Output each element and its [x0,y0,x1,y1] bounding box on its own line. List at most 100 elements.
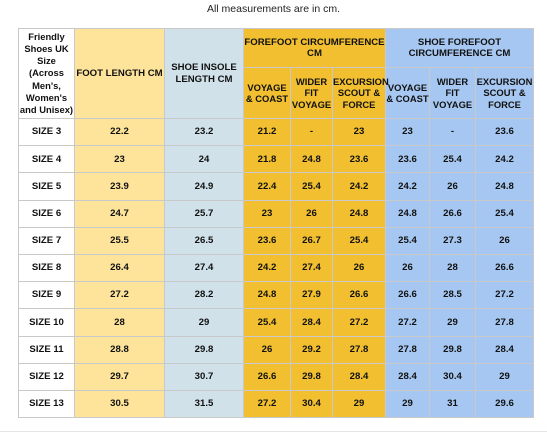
forefoot-voyage-coast-cell: 23 [243,199,291,228]
insole-length-cell: 25.7 [164,199,244,228]
insole-length-cell: 26.5 [164,226,244,255]
header-forefoot-circumference: FOREFOOT CIRCUMFERENCE CM [243,28,386,68]
shoe-wider-fit-cell: 30.4 [429,362,476,391]
insole-length-cell: 29.8 [164,335,244,364]
measurement-note: All measurements are in cm. [206,3,341,15]
forefoot-excursion-cell: 24.2 [332,172,386,201]
subheader-forefoot-wider-fit-voyage: WIDER FIT VOYAGE [290,67,333,119]
shoe-excursion-cell: 26.6 [475,253,534,283]
size-cell: SIZE 6 [18,199,75,228]
shoe-voyage-coast-cell: 25.4 [385,226,430,255]
forefoot-wider-fit-cell: 24.8 [290,145,333,174]
forefoot-voyage-coast-cell: 25.4 [243,308,291,337]
header-foot-length: FOOT LENGTH CM [74,28,165,119]
forefoot-excursion-cell: 23 [332,117,386,147]
shoe-voyage-coast-cell: 24.2 [385,172,430,201]
forefoot-excursion-cell: 27.2 [332,308,386,337]
shoe-voyage-coast-cell: 23.6 [385,145,430,174]
shoe-wider-fit-cell: 28 [429,253,476,283]
shoe-excursion-cell: 25.4 [475,199,534,228]
shoe-excursion-cell: 24.2 [475,145,534,174]
forefoot-voyage-coast-cell: 21.8 [243,145,291,174]
forefoot-excursion-cell: 26.6 [332,281,386,310]
forefoot-excursion-cell: 24.8 [332,199,386,228]
forefoot-voyage-coast-cell: 24.8 [243,281,291,310]
forefoot-voyage-coast-cell: 27.2 [243,389,291,419]
forefoot-excursion-cell: 29 [332,389,386,419]
subheader-shoe-excursion-scout-force: EXCURSION SCOUT & FORCE [475,67,534,119]
foot-length-cell: 28 [74,308,165,337]
shoe-wider-fit-cell: 27.3 [429,226,476,255]
shoe-wider-fit-cell: 26.6 [429,199,476,228]
shoe-voyage-coast-cell: 29 [385,389,430,419]
size-cell: SIZE 8 [18,253,75,283]
shoe-voyage-coast-cell: 24.8 [385,199,430,228]
table-row: SIZE 10 28 29 25.4 28.4 27.2 27.2 29 27.8 [18,308,534,337]
shoe-excursion-cell: 29.6 [475,389,534,419]
foot-length-cell: 23 [74,145,165,174]
shoe-wider-fit-cell: 28.5 [429,281,476,310]
table-row: SIZE 9 27.2 28.2 24.8 27.9 26.6 26.6 28.5 27.2 [18,281,534,310]
forefoot-excursion-cell: 23.6 [332,145,386,174]
table-row: SIZE 13 30.5 31.5 27.2 30.4 29 29 31 29.6 [18,389,534,419]
table-row: SIZE 3 22.2 23.2 21.2-23 23-23.6 [18,117,534,147]
shoe-excursion-cell: 23.6 [475,117,534,147]
size-cell: SIZE 3 [18,117,75,147]
subheader-forefoot-voyage-coast: VOYAGE & COAST [243,67,291,119]
header-insole-length: SHOE INSOLE LENGTH CM [164,28,244,119]
foot-length-cell: 30.5 [74,389,165,419]
forefoot-wider-fit-cell: 29.2 [290,335,333,364]
shoe-wider-fit-cell: 31 [429,389,476,419]
shoe-voyage-coast-cell: 26.6 [385,281,430,310]
forefoot-wider-fit-cell: 26.7 [290,226,333,255]
forefoot-voyage-coast-cell: 23.6 [243,226,291,255]
subheader-forefoot-excursion-scout-force: EXCURSION SCOUT & FORCE [332,67,389,119]
size-cell: SIZE 7 [18,226,75,255]
size-cell: SIZE 13 [18,389,75,419]
forefoot-voyage-coast-cell: 26 [243,335,291,364]
forefoot-voyage-coast-cell: 22.4 [243,172,291,201]
forefoot-wider-fit-cell: 29.8 [290,362,333,391]
shoe-voyage-coast-cell: 27.2 [385,308,430,337]
insole-length-cell: 24 [164,145,244,174]
header-shoe-forefoot-circumference: SHOE FOREFOOT CIRCUMFERENCE CM [385,28,534,68]
size-chart-table: Friendly Shoes UK Size (Across Men's, Wo… [18,28,534,419]
header-friendly-size: Friendly Shoes UK Size (Across Men's, Wo… [18,28,75,119]
foot-length-cell: 25.5 [74,226,165,255]
table-row: SIZE 12 29.7 30.7 26.6 29.8 28.4 28.4 30.4 29 [18,362,534,391]
shoe-excursion-cell: 29 [475,362,534,391]
forefoot-excursion-cell: 28.4 [332,362,386,391]
table-row: SIZE 5 23.9 24.9 22.4 25.4 24.2 24.2 26 24.8 [18,172,534,201]
forefoot-wider-fit-cell: 27.4 [290,253,333,283]
forefoot-voyage-coast-cell: 24.2 [243,253,291,283]
size-cell: SIZE 10 [18,308,75,337]
forefoot-voyage-coast-cell: 21.2 [243,117,291,147]
table-row: SIZE 6 24.7 25.7 23 26 24.8 24.8 26.6 25.4 [18,199,534,228]
shoe-excursion-cell: 26 [475,226,534,255]
forefoot-wider-fit-cell: 26 [290,199,333,228]
table-row: SIZE 11 28.8 29.8 26 29.2 27.8 27.8 29.8 28.4 [18,335,534,364]
shoe-wider-fit-cell: 26 [429,172,476,201]
table-body: SIZE 3 22.2 23.2 21.2-23 23-23.6 SIZE 4 23 24 21… [18,117,534,419]
forefoot-wider-fit-cell: 25.4 [290,172,333,201]
foot-length-cell: 28.8 [74,335,165,364]
shoe-wider-fit-cell: 25.4 [429,145,476,174]
shoe-voyage-coast-cell: 26 [385,253,430,283]
forefoot-excursion-cell: 27.8 [332,335,386,364]
shoe-voyage-coast-cell: 23 [385,117,430,147]
table-row: SIZE 4 23 24 21.8 24.8 23.6 23.6 25.4 24.2 [18,145,534,174]
insole-length-cell: 31.5 [164,389,244,419]
insole-length-cell: 23.2 [164,117,244,147]
shoe-wider-fit-cell: 29 [429,308,476,337]
size-cell: SIZE 9 [18,281,75,310]
table-row: SIZE 8 26.4 27.4 24.2 27.4 26 26 28 26.6 [18,253,534,283]
subheader-shoe-wider-fit-voyage: WIDER FIT VOYAGE [429,67,476,119]
foot-length-cell: 24.7 [74,199,165,228]
forefoot-voyage-coast-cell: 26.6 [243,362,291,391]
bottom-divider [0,431,547,432]
shoe-voyage-coast-cell: 27.8 [385,335,430,364]
size-cell: SIZE 11 [18,335,75,364]
forefoot-wider-fit-cell: - [290,117,333,147]
forefoot-wider-fit-cell: 30.4 [290,389,333,419]
subheader-shoe-voyage-coast: VOYAGE & COAST [385,67,430,119]
